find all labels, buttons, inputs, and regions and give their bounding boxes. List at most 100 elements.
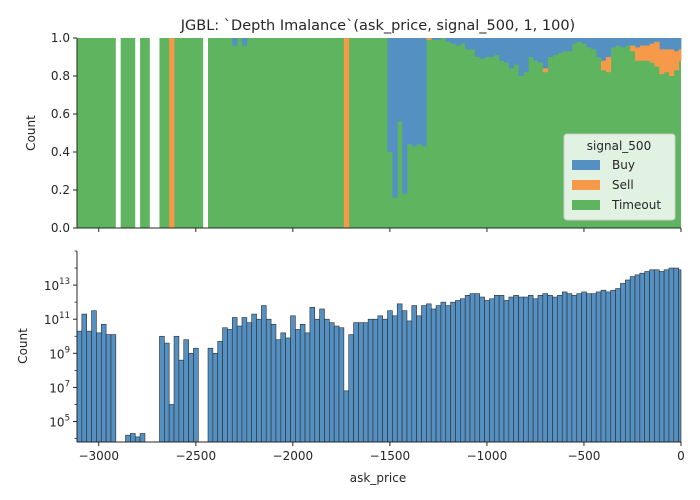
hist-bar-55 [377,315,383,443]
top-y-tick-label-5: 1.0 [51,31,70,45]
hist-bar-33 [270,324,277,443]
hist-bar-17 [183,339,189,443]
top-panel-marks [77,38,682,228]
hist-bar-31 [261,305,267,443]
hist-bar-106 [624,279,631,443]
buy-bin-30 [533,38,539,61]
legend-swatch-buy [572,160,600,170]
hist-bar-9 [130,433,136,443]
buy-bin-60 [678,38,682,50]
hist-bar-43 [319,308,325,443]
hist-bar-48 [343,390,350,443]
buy-bin-41 [586,38,592,48]
hist-bar-107 [629,276,636,443]
hist-bar-113 [658,271,665,443]
buy-bin-46 [610,38,616,48]
bottom-y-tick-label-2: 109 [49,345,70,361]
sell-bin-1 [343,38,350,228]
x-tick-label-2: −2000 [273,449,314,463]
hist-bar-7 [110,334,117,443]
hist-bar-95 [571,295,578,443]
buy-bin-53 [644,38,650,46]
hist-bar-1 [81,313,88,443]
buy-bin-5 [402,38,408,194]
stacked-proportion-panel: 0.0 0.2 0.4 0.6 0.8 1.0 Count [24,31,682,235]
hist-bar-79 [493,295,500,443]
hist-bar-50 [353,322,359,443]
legend-entry-sell: Sell [612,178,634,192]
hist-bar-72 [460,298,466,443]
buy-bin-18 [474,38,481,57]
hist-bar-87 [532,298,539,443]
buy-bin-40 [581,38,587,44]
hist-bar-44 [324,318,330,443]
sell-bin-13 [664,49,670,73]
sell-bin-12 [659,49,665,75]
hist-bar-38 [295,329,301,443]
sell-bin-16 [678,49,682,61]
hist-bar-32 [265,318,272,443]
hist-bar-91 [552,296,558,443]
hist-bar-22 [217,341,223,443]
hist-bar-71 [455,300,461,443]
buy-bin-47 [615,38,621,46]
hist-bar-34 [275,339,282,443]
buy-bin-39 [576,38,583,42]
buy-bin-1 [241,38,248,46]
buy-bin-57 [664,38,670,50]
hist-bar-5 [100,324,107,443]
top-y-tick-label-0: 0.0 [51,221,70,235]
hist-bar-109 [639,272,646,443]
x-tick-label-6: 0 [677,449,685,463]
hist-bar-14 [168,404,175,443]
hist-bar-80 [498,295,505,443]
sell-bin-0 [169,38,175,228]
hist-bar-97 [581,291,587,443]
hist-bar-68 [440,301,447,443]
hist-bar-2 [86,330,92,443]
buy-bin-38 [571,38,578,44]
buy-bin-3 [392,38,398,198]
hist-bar-19 [193,347,199,443]
bottom-panel-y-axis: 105 107 109 1011 1013 [44,250,78,442]
buy-bin-12 [445,38,452,42]
hist-bar-73 [464,295,471,443]
hist-bar-102 [605,291,612,443]
hist-bar-74 [469,293,476,443]
hist-bar-21 [212,353,219,443]
hist-bar-60 [401,310,408,443]
hist-bar-116 [673,267,679,443]
buy-bin-29 [528,38,534,57]
buy-bin-14 [455,38,461,46]
buy-bin-37 [567,38,573,52]
top-panel-y-label: Count [24,115,38,151]
hist-bar-39 [299,324,306,443]
buy-bin-35 [557,38,563,54]
timeout-area-0 [77,38,116,228]
hist-bar-117 [678,269,682,443]
hist-bar-105 [620,283,626,443]
top-y-tick-label-3: 0.6 [51,107,70,121]
hist-bar-58 [392,315,398,443]
buy-bin-22 [494,38,500,56]
hist-bar-59 [396,303,403,443]
buy-bin-49 [625,38,631,46]
sell-bin-7 [635,47,641,61]
sell-bin-4 [601,60,607,71]
timeout-area-3 [159,38,204,228]
hist-bar-110 [644,271,650,443]
hist-bar-45 [329,322,335,443]
buy-bin-24 [503,38,510,63]
hist-bar-114 [663,269,670,443]
hist-bar-115 [668,267,675,443]
hist-bar-4 [96,332,102,443]
hist-bar-88 [537,295,544,443]
buy-bin-13 [450,38,456,44]
top-y-tick-label-2: 0.4 [51,145,70,159]
hist-bar-27 [241,317,248,443]
hist-bar-10 [134,436,141,443]
top-panel-y-axis: 0.0 0.2 0.4 0.6 0.8 1.0 [51,31,78,235]
buy-bin-20 [484,38,490,57]
buy-bin-56 [659,38,665,50]
x-tick-label-0: −3000 [78,449,119,463]
